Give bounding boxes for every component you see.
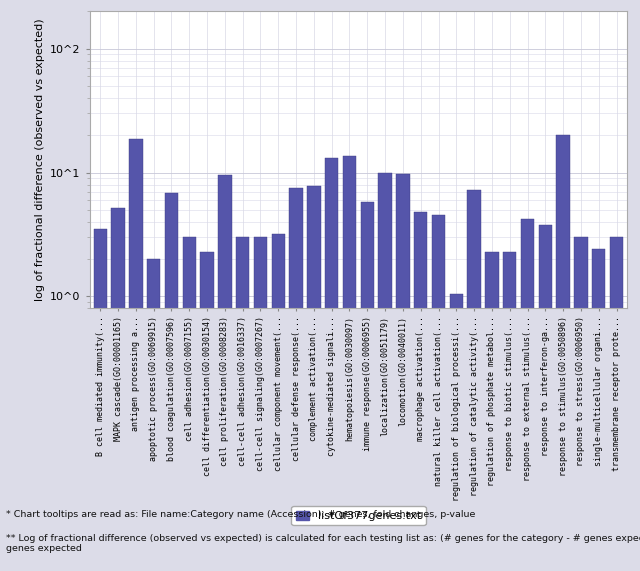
Legend: listOf377genes.txt: listOf377genes.txt	[291, 506, 426, 525]
Bar	[450, 293, 463, 571]
Bar	[129, 139, 143, 571]
X-axis label: Category: Category	[328, 506, 389, 520]
Bar	[539, 224, 552, 571]
Bar	[182, 238, 196, 571]
Bar	[485, 252, 499, 571]
Text: ** Log of fractional difference (observed vs expected) is calculated for each te: ** Log of fractional difference (observe…	[6, 534, 640, 553]
Bar	[93, 229, 107, 571]
Bar	[396, 174, 410, 571]
Bar	[610, 238, 623, 571]
Bar	[592, 250, 605, 571]
Bar	[254, 238, 267, 571]
Bar	[467, 190, 481, 571]
Bar	[147, 259, 161, 571]
Y-axis label: log of fractional difference (observed vs expected): log of fractional difference (observed v…	[35, 19, 45, 301]
Bar	[503, 252, 516, 571]
Bar	[378, 172, 392, 571]
Bar	[325, 158, 339, 571]
Bar	[432, 215, 445, 571]
Bar	[307, 186, 321, 571]
Bar	[414, 212, 428, 571]
Bar	[556, 135, 570, 571]
Bar	[200, 252, 214, 571]
Bar	[111, 208, 125, 571]
Bar	[289, 188, 303, 571]
Bar	[343, 156, 356, 571]
Bar	[574, 238, 588, 571]
Bar	[236, 238, 250, 571]
Bar	[218, 175, 232, 571]
Bar	[521, 219, 534, 571]
Bar	[271, 234, 285, 571]
Bar	[360, 202, 374, 571]
Text: * Chart tooltips are read as: File name:Category name (Accession): # genes, fold: * Chart tooltips are read as: File name:…	[6, 510, 476, 519]
Bar	[165, 193, 178, 571]
